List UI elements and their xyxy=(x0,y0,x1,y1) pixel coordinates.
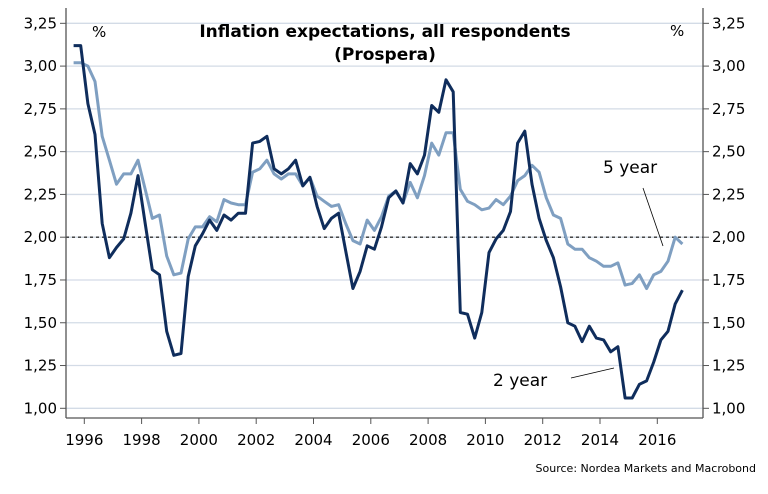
x-tick-label: 2002 xyxy=(237,431,275,449)
y-tick-label-right: 2,75 xyxy=(712,100,745,118)
x-tick-label: 2008 xyxy=(409,431,447,449)
annotation-5-year: 5 year xyxy=(603,158,657,178)
annotation-5-year-leader xyxy=(642,187,664,247)
y-tick-label-right: 1,25 xyxy=(712,357,745,375)
left-unit-label: % xyxy=(92,23,106,41)
source-note: Source: Nordea Markets and Macrobond xyxy=(536,462,756,475)
axis-ticks: 1,00 1,00 1,25 1,25 1,50 1,50 1,75 1,75 2,00 2,00… xyxy=(24,14,746,449)
y-tick-label-left: 2,50 xyxy=(24,143,57,161)
x-tick-label: 1996 xyxy=(65,431,103,449)
chart-title: Inflation expectations, all respondents xyxy=(199,22,570,42)
annotation-2-year: 2 year xyxy=(493,371,547,391)
y-tick-label-left: 1,75 xyxy=(24,271,57,289)
y-tick-label-right: 1,75 xyxy=(712,271,745,289)
y-tick-label-right: 1,00 xyxy=(712,399,745,417)
series-lines xyxy=(73,44,684,400)
series-line-2-year xyxy=(73,44,684,400)
y-tick-label-right: 1,50 xyxy=(712,314,745,332)
series-line-5-year xyxy=(73,61,684,290)
y-tick-label-left: 2,00 xyxy=(24,228,57,246)
x-tick-label: 1998 xyxy=(123,431,161,449)
y-tick-label-right: 2,00 xyxy=(712,228,745,246)
y-tick-label-left: 3,00 xyxy=(24,57,57,75)
right-unit-label: % xyxy=(670,22,684,40)
y-tick-label-left: 3,25 xyxy=(24,14,57,32)
annotation-2-year-leader xyxy=(570,367,615,379)
x-tick-label: 2012 xyxy=(524,431,562,449)
x-tick-label: 2004 xyxy=(294,431,332,449)
y-tick-label-left: 1,00 xyxy=(24,399,57,417)
y-tick-label-right: 2,25 xyxy=(712,185,745,203)
y-tick-label-left: 2,25 xyxy=(24,185,57,203)
x-tick-label: 2006 xyxy=(352,431,390,449)
y-tick-label-left: 2,75 xyxy=(24,100,57,118)
y-tick-label-right: 3,00 xyxy=(712,57,745,75)
x-tick-label: 2014 xyxy=(581,431,619,449)
x-tick-label: 2016 xyxy=(638,431,676,449)
y-tick-label-left: 1,25 xyxy=(24,357,57,375)
chart-subtitle: (Prospera) xyxy=(334,45,436,65)
y-tick-label-left: 1,50 xyxy=(24,314,57,332)
x-tick-label: 2000 xyxy=(180,431,218,449)
y-tick-label-right: 3,25 xyxy=(712,14,745,32)
y-tick-label-right: 2,50 xyxy=(712,143,745,161)
x-tick-label: 2010 xyxy=(466,431,504,449)
